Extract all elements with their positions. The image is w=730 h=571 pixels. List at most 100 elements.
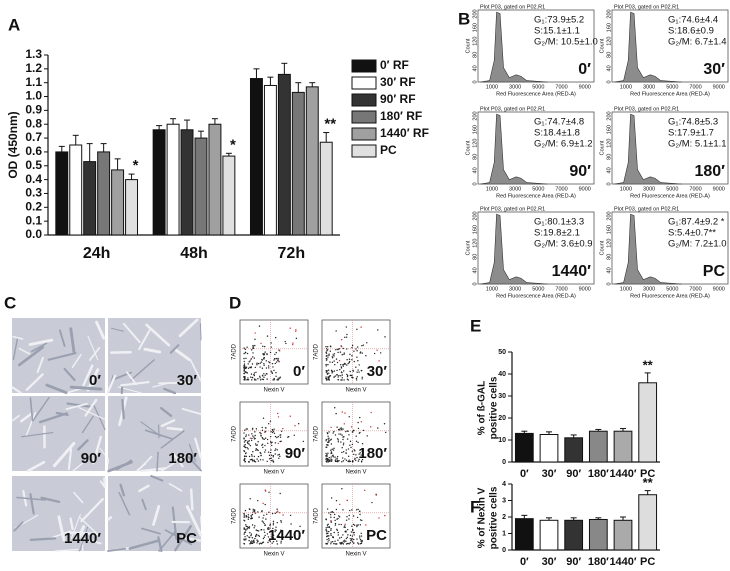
event-dot	[274, 530, 276, 533]
event-dot	[269, 451, 272, 454]
x-axis-label: Red Fluorescence Area (RED-A)	[496, 91, 576, 97]
event-dot	[272, 366, 274, 368]
event-dot	[356, 371, 358, 373]
event-dot	[256, 362, 258, 364]
event-dot	[262, 521, 265, 523]
x-tick-label: 1000	[620, 286, 632, 292]
event-dot	[274, 353, 276, 356]
y-tick-label: 2	[502, 514, 506, 521]
event-dot	[339, 363, 342, 366]
event-dot	[331, 448, 333, 450]
cell-texture	[163, 387, 177, 395]
event-dot	[329, 374, 332, 377]
event-dot	[243, 459, 245, 461]
x-tick-label: PC	[640, 468, 655, 480]
event-dot	[327, 438, 329, 440]
event-dot	[259, 379, 262, 381]
y-tick-label: 160	[472, 225, 478, 234]
event-dot	[359, 452, 361, 454]
event-dot	[361, 443, 364, 445]
event-dot	[262, 541, 264, 544]
event-dot	[289, 415, 291, 417]
event-dot	[354, 458, 356, 460]
bar	[613, 430, 633, 463]
plot-title: Plot P03, gated on P02.R1	[480, 206, 545, 212]
event-dot	[247, 377, 249, 379]
event-dot	[325, 457, 327, 460]
bar	[263, 84, 277, 236]
x-tick-label: 3000	[643, 84, 655, 90]
y-tick-label: 0.7	[25, 130, 42, 144]
event-dot	[255, 428, 258, 430]
x-tick-label: 1000	[486, 286, 498, 292]
event-dot	[361, 345, 363, 347]
event-dot	[357, 441, 359, 444]
event-dot	[273, 432, 276, 435]
event-dot	[328, 458, 330, 461]
event-dot	[332, 456, 335, 458]
event-dot	[330, 443, 333, 445]
event-dot	[243, 450, 246, 453]
event-dot	[275, 375, 277, 378]
event-dot	[328, 526, 331, 528]
event-dot	[243, 528, 245, 530]
event-dot	[255, 444, 257, 446]
event-dot	[249, 498, 251, 500]
event-dot	[254, 525, 256, 527]
event-dot	[268, 458, 271, 460]
event-dot	[257, 449, 259, 452]
x-tick-label: 7000	[555, 186, 567, 192]
event-dot	[299, 525, 301, 528]
cell-texture	[69, 517, 74, 531]
bar	[291, 91, 305, 236]
event-dot	[347, 528, 349, 531]
event-dot	[342, 444, 345, 446]
event-dot	[330, 543, 332, 545]
event-dot	[345, 336, 348, 338]
event-dot	[244, 446, 246, 449]
event-dot	[252, 541, 254, 543]
event-dot	[340, 428, 343, 431]
event-dot	[265, 427, 267, 429]
y-tick-label: 80	[472, 52, 478, 58]
y-tick-label: 120	[606, 239, 612, 248]
significance: *	[230, 136, 236, 153]
event-dot	[266, 533, 269, 535]
bar	[564, 437, 584, 463]
event-dot	[243, 515, 245, 517]
x-axis-label: Red Fluorescence Area (RED-A)	[630, 91, 710, 97]
event-dot	[263, 522, 265, 525]
y-tick-label: 200	[606, 111, 612, 120]
cell-texture	[144, 429, 174, 440]
event-dot	[329, 439, 332, 441]
event-dot	[257, 378, 259, 380]
event-dot	[352, 369, 354, 372]
event-dot	[280, 540, 282, 542]
event-dot	[337, 376, 339, 378]
y-tick-label: 1.1	[25, 75, 42, 89]
event-dot	[326, 432, 329, 434]
event-dot	[268, 423, 270, 425]
event-dot	[325, 438, 327, 441]
event-dot	[330, 456, 332, 458]
event-dot	[277, 435, 279, 438]
event-dot	[351, 355, 353, 357]
bar	[69, 144, 83, 236]
y-tick-label: 0	[502, 459, 506, 466]
event-dot	[336, 438, 339, 440]
event-dot	[270, 346, 272, 348]
event-dot	[280, 434, 282, 436]
event-dot	[359, 513, 361, 516]
event-dot	[337, 351, 339, 354]
event-dot	[258, 516, 260, 518]
event-dot	[384, 514, 386, 517]
x-tick-label: 72h	[278, 245, 306, 262]
event-dot	[262, 417, 265, 419]
event-dot	[259, 542, 261, 544]
event-dot	[268, 361, 270, 363]
event-dot	[276, 449, 278, 451]
event-dot	[360, 454, 362, 456]
event-dot	[267, 365, 270, 367]
event-dot	[252, 435, 254, 437]
